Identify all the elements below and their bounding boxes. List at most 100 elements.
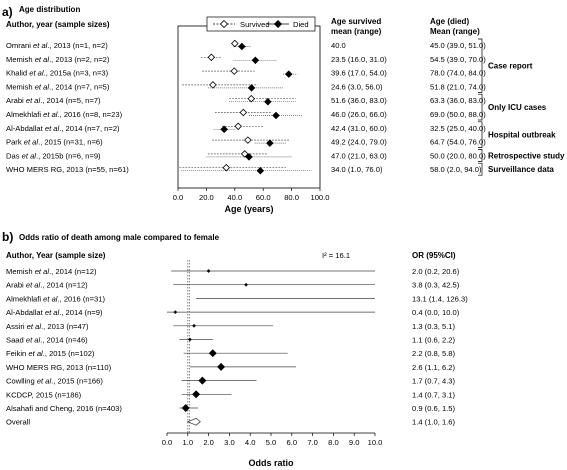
panel-b-x-tick-label: 0.0 [162,438,173,447]
panel-a-group-label: Hospital outbreak [488,131,556,140]
panel-a-survived-marker [231,39,239,48]
panel-a-group-bracket [478,149,483,162]
panel-a-x-tick-label: 60.0 [256,193,271,202]
panel-a-author-label: Almekhlafi et al., 2016 (n=8, n=23) [6,110,123,119]
panel-b-x-tick-label: 6.0 [287,438,298,447]
panel-a-died-marker [284,70,293,78]
panel-a-died-value: 69.0 (50.0, 88.0) [430,110,486,119]
panel-b-or-value: 0.4 (0.0, 10.0) [412,308,460,317]
panel-b-point-marker [198,376,207,385]
panel-a-legend-box [206,16,316,32]
panel-a-letter: a) [2,5,13,19]
panel-b-or-value: 13.1 (1.4, 126.3) [412,294,468,303]
panel-a-x-tick-label: 40.0 [227,193,242,202]
panel-b-author-header: Author, Year (sample size) [6,251,106,260]
panel-a-survived-header: Age survived [331,17,381,26]
panel-b-author-label: Alsahafi and Cheng, 2016 (n=403) [6,404,122,413]
panel-a-plot-frame [177,25,321,189]
panel-a-survived-marker [239,108,248,117]
panel-a-died-value: 45.0 (39.0, 51.0) [430,41,486,50]
panel-b-point-marker [192,390,201,399]
panel-a-legend-died-marker [273,19,283,29]
panel-b-author-label: Al-Abdallat et al., 2014 (n=9) [6,308,103,317]
panel-b-x-tick-label: 8.0 [328,438,339,447]
panel-b-or-value: 1.7 (0.7, 4.3) [412,377,456,386]
panel-b-overall-diamond [186,417,201,426]
panel-b-x-tick-label: 2.0 [203,438,214,447]
panel-b-author-label: Assiri et al., 2013 (n=47) [6,322,89,331]
panel-a-x-axis-label: Age (years) [224,204,273,214]
panel-a-died-value: 64.7 (54.0, 76.0) [430,138,486,147]
panel-a-died-marker [238,42,246,51]
panel-b-author-label: Almekhlafi et al., 2016 (n=31) [6,294,105,303]
panel-a-group-label: Only ICU cases [488,103,547,112]
panel-a-survived-value: 40.0 [331,41,346,50]
panel-b-point-marker [217,362,226,371]
panel-a-died-header-2: Mean (range) [430,27,480,36]
panel-a-died-marker [247,84,256,92]
panel-b-point-marker [206,269,211,273]
panel-b-point-marker [181,404,190,412]
panel-b-x-tick-label: 4.0 [245,438,256,447]
panel-a-x-tick-label: 80.0 [284,193,299,202]
panel-b-or-value: 1.4 (0.7, 3.1) [412,390,456,399]
panel-a-survived-marker [207,53,216,62]
panel-a-died-value: 63.3 (36.0, 83.0) [430,96,486,105]
panel-a-author-label: Al-Abdallat et al., 2014 (n=7, n=2) [6,124,120,133]
panel-a-survived-value: 23.5 (16.0, 31.0) [331,55,387,64]
panel-b-x-tick-label: 7.0 [307,438,318,447]
panel-b-or-value: 2.6 (1.1, 6.2) [412,363,456,372]
panel-a-legend-survived-label: Survived [240,20,270,29]
panel-b-or-value: 0.9 (0.6, 1.5) [412,404,456,413]
panel-a-author-label: Omrani et al., 2013 (n=1, n=2) [6,41,108,50]
panel-a-group-bracket [478,121,483,148]
panel-a-survived-value: 51.6 (36.0, 83.0) [331,96,387,105]
panel-b-x-tick-label: 1.0 [183,438,194,447]
panel-a-survived-value: 24.6 (3.0, 56.0) [331,82,383,91]
panel-b-author-label: WHO MERS RG, 2013 (n=110) [6,363,112,372]
panel-a-x-tick-label: 0.0 [173,193,184,202]
panel-a-author-label: Khalid et al., 2015a (n=3, n=3) [6,69,109,78]
panel-a-survived-marker [222,163,231,172]
panel-a-survived-marker [247,94,256,103]
panel-a-survived-value: 34.0 (1.0, 76.0) [331,165,383,174]
panel-a-group-label: Case report [488,62,533,71]
panel-a-died-marker [272,111,280,120]
panel-b-x-tick-label: 3.0 [224,438,235,447]
panel-a-title: Age distribution [19,5,80,14]
panel-b-point-marker [173,310,178,314]
panel-a-author-label: Arabi et al., 2014 (n=5, n=7) [6,96,101,105]
panel-a-author-label: Memish et al., 2013 (n=2, n=2) [6,55,110,64]
panel-a-survived-header-2: mean (range) [331,27,382,36]
panel-a-died-value: 51.8 (21.0, 74.0) [430,82,486,91]
panel-a-x-tick-label: 100.0 [310,193,329,202]
panel-a-survived-marker [244,136,252,144]
panel-a-survived-value: 47.0 (21.0, 63.0) [331,151,387,160]
panel-b-title: Odds ratio of death among male compared … [19,233,220,242]
panel-a-survived-value: 49.2 (24.0, 79.0) [331,138,387,147]
panel-a-died-marker [266,139,274,147]
panel-a-died-value: 54.5 (39.0, 70.0) [430,55,486,64]
panel-b-author-label: Arabi et al., 2014 (n=12) [6,281,88,290]
panel-b-author-label: Saad et al., 2014 (n=46) [6,336,88,345]
panel-b-letter: b) [2,230,13,244]
panel-a-survived-marker [209,81,217,89]
panel-a-survived-marker [240,150,249,158]
panel-b-or-header: OR (95%CI) [412,251,456,260]
panel-a-x-tick-label: 20.0 [199,193,214,202]
panel-b-overall-label: Overall [6,418,30,427]
panel-b-or-value: 2.0 (0.2, 20.6) [412,267,460,276]
panel-a-author-label: Park et al., 2015 (n=31, n=6) [6,138,103,147]
panel-a-died-marker [220,125,228,134]
panel-a-group-bracket [478,162,483,176]
panel-b-x-tick-label: 9.0 [349,438,360,447]
panel-b-or-value: 3.8 (0.3, 42.5) [412,281,460,290]
panel-b-x-tick-label: 10.0 [368,438,383,447]
panel-a-group-bracket [478,93,483,121]
panel-b-or-value: 1.1 (0.6, 2.2) [412,336,456,345]
panel-a-died-marker [245,153,253,161]
panel-b-i2-label: I² = 16.1 [322,251,350,260]
panel-b-author-label: Cowlling et al., 2015 (n=166) [6,377,103,386]
panel-a-survived-value: 39.6 (17.0, 54.0) [331,69,387,78]
panel-b-point-marker [208,349,217,358]
